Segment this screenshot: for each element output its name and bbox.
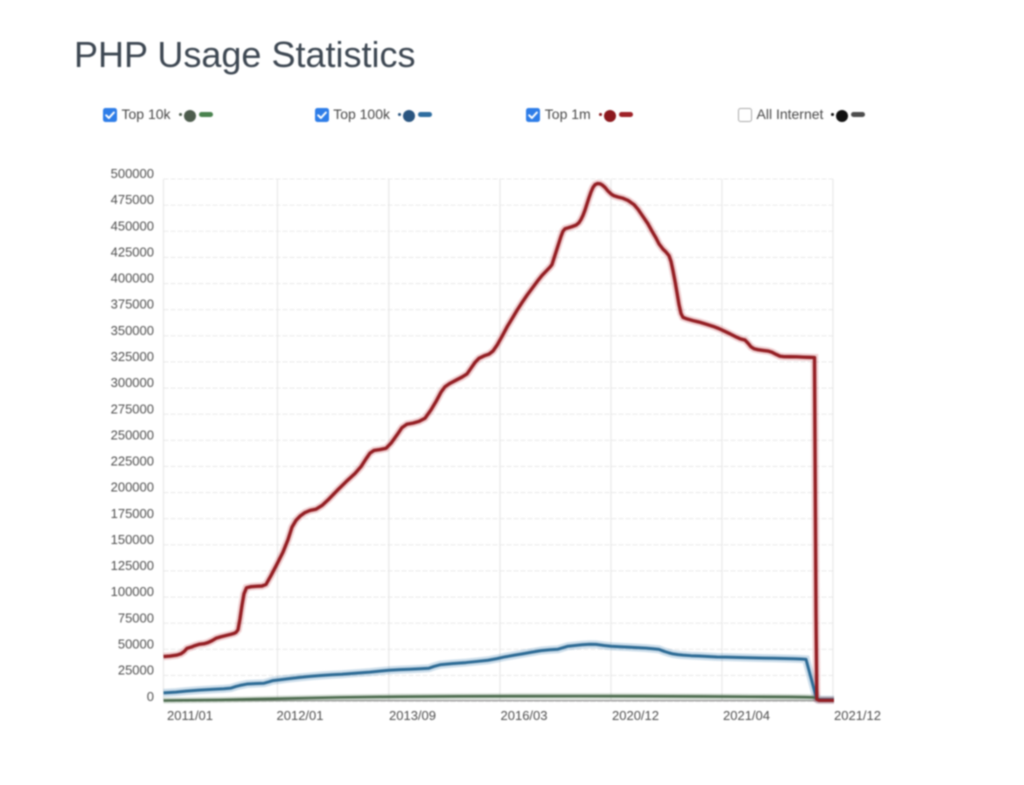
svg-text:200000: 200000	[111, 480, 154, 495]
svg-text:0: 0	[147, 689, 154, 704]
svg-text:450000: 450000	[111, 218, 154, 233]
svg-text:250000: 250000	[111, 427, 154, 442]
svg-text:425000: 425000	[111, 244, 154, 259]
svg-text:225000: 225000	[111, 454, 154, 469]
svg-text:125000: 125000	[111, 558, 154, 573]
svg-text:2021/04: 2021/04	[723, 708, 770, 723]
svg-text:2020/12: 2020/12	[612, 708, 659, 723]
svg-text:475000: 475000	[111, 192, 154, 207]
svg-text:325000: 325000	[111, 349, 154, 364]
svg-text:2013/09: 2013/09	[389, 708, 436, 723]
svg-text:275000: 275000	[111, 401, 154, 416]
svg-text:2012/01: 2012/01	[277, 708, 324, 723]
svg-text:25000: 25000	[118, 663, 154, 678]
svg-text:75000: 75000	[118, 610, 154, 625]
svg-text:2016/03: 2016/03	[501, 708, 548, 723]
svg-text:2011/01: 2011/01	[167, 708, 213, 723]
svg-text:50000: 50000	[118, 637, 154, 652]
svg-text:500000: 500000	[111, 166, 154, 181]
svg-text:400000: 400000	[111, 271, 154, 286]
svg-text:2021/12: 2021/12	[834, 708, 881, 723]
svg-text:350000: 350000	[111, 323, 154, 338]
svg-text:175000: 175000	[111, 506, 154, 521]
svg-text:150000: 150000	[111, 532, 154, 547]
svg-text:375000: 375000	[111, 297, 154, 312]
svg-text:300000: 300000	[111, 375, 154, 390]
svg-text:100000: 100000	[111, 584, 154, 599]
